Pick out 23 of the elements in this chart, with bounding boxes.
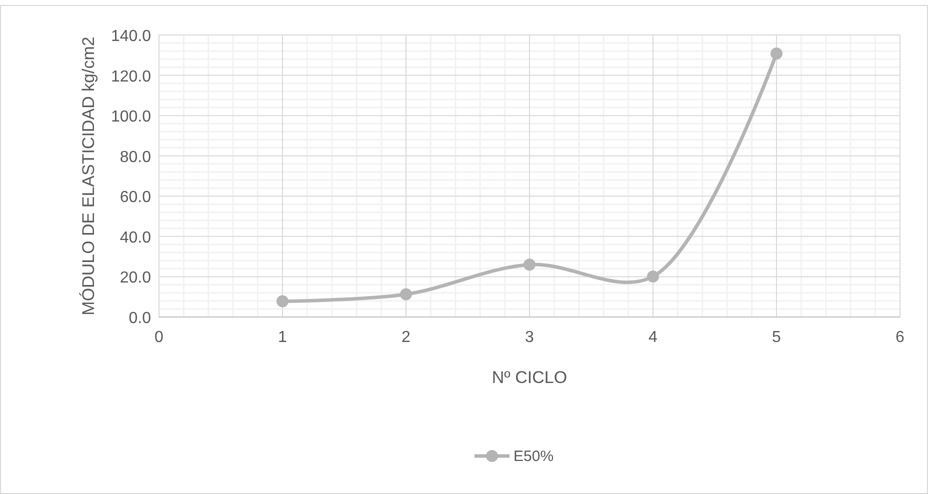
y-tick-label: 40.0 bbox=[120, 229, 152, 246]
x-tick-label: 2 bbox=[402, 329, 411, 346]
y-tick-label: 60.0 bbox=[120, 189, 152, 206]
y-tick-label: 80.0 bbox=[120, 148, 152, 166]
y-tick-label: 20.0 bbox=[120, 270, 152, 287]
y-tick-label: 100.0 bbox=[110, 108, 152, 126]
point bbox=[770, 48, 782, 60]
y-tick-label: 120.0 bbox=[110, 68, 152, 86]
point bbox=[647, 270, 659, 283]
y-axis-title: MÓDULO DE ELASTICIDAD kg/cm2 bbox=[79, 36, 98, 316]
point bbox=[276, 295, 288, 308]
y-tick-label: 140.0 bbox=[110, 28, 152, 45]
y-tick-label: 0.0 bbox=[128, 310, 152, 327]
x-tick-label: 4 bbox=[648, 329, 658, 346]
x-tick-label: 6 bbox=[896, 329, 905, 346]
x-tick-label: 5 bbox=[772, 329, 782, 346]
x-tick-label: 3 bbox=[525, 329, 534, 346]
x-tick-label: 1 bbox=[278, 329, 288, 346]
point bbox=[400, 288, 412, 300]
point bbox=[524, 258, 536, 271]
x-tick-label: 0 bbox=[154, 329, 164, 346]
x-axis-title: Nº CICLO bbox=[492, 368, 568, 387]
legend-label: E50% bbox=[514, 448, 554, 465]
